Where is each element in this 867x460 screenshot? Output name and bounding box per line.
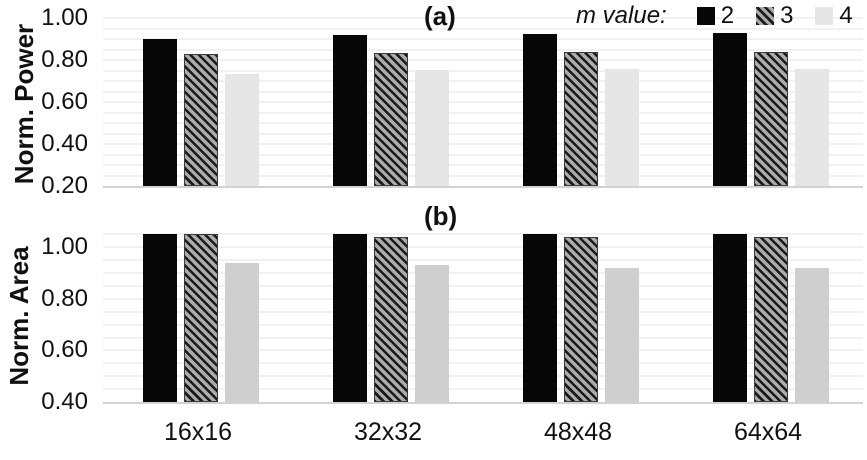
y-tick-label: 1.00 xyxy=(41,4,88,32)
gridline xyxy=(103,285,863,287)
y-tick-label: 0.40 xyxy=(41,388,88,415)
y-tick-label: 0.20 xyxy=(41,172,88,199)
bar-m3-16x16 xyxy=(184,53,218,186)
gridline xyxy=(103,336,863,339)
legend-label-2: 2 xyxy=(720,2,735,29)
bar-m3-64x64 xyxy=(754,51,788,186)
y-axis-title-a: Norm. Power xyxy=(9,23,39,185)
gridline xyxy=(103,132,863,135)
bar-m4-64x64 xyxy=(795,267,829,402)
legend-entry-2: 2 xyxy=(696,2,735,30)
gridline xyxy=(103,233,863,236)
y-tick-label: 0.80 xyxy=(41,284,88,312)
bar-m3-64x64 xyxy=(754,237,788,402)
gridline xyxy=(103,310,863,313)
gridline xyxy=(103,17,863,20)
bar-m2-64x64 xyxy=(713,234,747,402)
bar-m2-48x48 xyxy=(523,33,557,186)
gridline xyxy=(103,323,863,326)
legend-entry-4: 4 xyxy=(815,2,853,30)
legend: m value: 2 3 4 xyxy=(576,2,853,30)
x-category-label: 64x64 xyxy=(733,418,803,446)
bar-m2-32x32 xyxy=(333,35,367,186)
bar-m3-48x48 xyxy=(564,51,598,186)
panel-b-label: (b) xyxy=(424,201,458,231)
bar-m4-16x16 xyxy=(225,73,259,186)
y-tick-label: 0.80 xyxy=(41,46,88,74)
y-tick-label: 0.60 xyxy=(41,88,88,116)
bar-m4-64x64 xyxy=(795,68,829,186)
bar-m3-32x32 xyxy=(374,237,408,402)
x-category-label: 32x32 xyxy=(353,418,423,446)
y-tick-label: 0.60 xyxy=(41,336,88,364)
legend-entry-3: 3 xyxy=(756,2,793,30)
bar-m3-16x16 xyxy=(184,234,218,402)
x-category-label: 48x48 xyxy=(543,418,613,446)
legend-label-4: 4 xyxy=(839,2,853,29)
bar-m2-16x16 xyxy=(143,39,177,186)
legend-swatch-3 xyxy=(756,7,775,25)
gridline xyxy=(103,101,863,104)
bar-m2-64x64 xyxy=(713,32,747,186)
gridline xyxy=(103,297,863,300)
gridline xyxy=(103,59,863,62)
gridline xyxy=(103,259,863,262)
bar-m4-48x48 xyxy=(605,267,639,402)
gridline xyxy=(103,38,863,41)
bar-m2-48x48 xyxy=(523,234,557,402)
bar-m2-32x32 xyxy=(333,234,367,402)
gridline xyxy=(103,143,863,146)
legend-title: m value: xyxy=(576,2,667,29)
gridline xyxy=(103,362,863,365)
bar-m4-16x16 xyxy=(225,262,259,402)
gridline xyxy=(103,164,863,167)
gridline xyxy=(103,80,863,83)
y-tick-label: 0.40 xyxy=(41,130,88,158)
x-category-label: 16x16 xyxy=(163,418,233,446)
bar-m3-48x48 xyxy=(564,237,598,402)
gridline xyxy=(103,48,863,51)
gridline xyxy=(103,90,863,93)
bar-m3-32x32 xyxy=(374,52,408,186)
gridline xyxy=(103,349,863,352)
x-axis-line-a xyxy=(103,186,863,188)
gridline xyxy=(103,122,863,125)
bar-m4-48x48 xyxy=(605,68,639,186)
y-axis-title-b: Norm. Area xyxy=(4,246,34,386)
legend-swatch-4 xyxy=(815,7,834,25)
legend-swatch-2 xyxy=(696,7,715,25)
bar-m4-32x32 xyxy=(415,265,449,402)
gridline xyxy=(103,174,863,177)
gridline xyxy=(103,375,863,378)
panel-a-label: (a) xyxy=(424,1,456,31)
y-tick-label: 1.00 xyxy=(41,233,88,261)
gridline xyxy=(103,153,863,156)
gridline xyxy=(103,69,863,72)
x-axis-line-b xyxy=(103,402,863,404)
gridline xyxy=(103,27,863,30)
gridline xyxy=(103,388,863,391)
legend-label-3: 3 xyxy=(780,2,794,29)
bar-m2-16x16 xyxy=(143,234,177,402)
gridline xyxy=(103,272,863,275)
bar-m4-32x32 xyxy=(415,69,449,186)
gridline xyxy=(103,246,863,249)
gridline xyxy=(103,111,863,114)
